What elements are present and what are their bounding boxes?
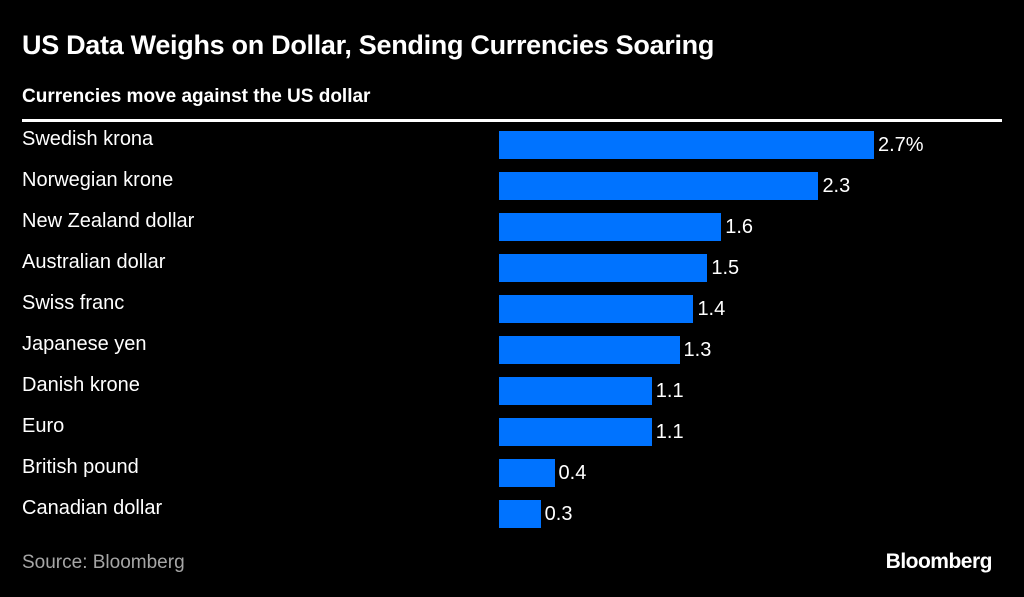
data-label: 1.3 — [683, 339, 712, 361]
category-label: Euro — [22, 415, 65, 437]
data-label: 0.4 — [558, 462, 587, 484]
data-label: 1.1 — [655, 421, 684, 443]
category-label: British pound — [22, 456, 139, 478]
bar — [499, 336, 680, 364]
data-label: 1.1 — [655, 380, 684, 402]
data-label: 2.3 — [822, 175, 851, 197]
category-label: Swedish krona — [22, 128, 154, 150]
bar — [499, 172, 819, 200]
header-divider — [22, 119, 1002, 122]
chart-subtitle: Currencies move against the US dollar — [22, 86, 371, 107]
chart-title: US Data Weighs on Dollar, Sending Curren… — [22, 30, 715, 60]
bar — [499, 377, 652, 405]
category-label: New Zealand dollar — [22, 210, 195, 232]
data-label: 0.3 — [544, 503, 573, 525]
data-label: 2.7% — [878, 134, 924, 156]
category-label: Canadian dollar — [22, 497, 163, 519]
data-label: 1.4 — [697, 298, 726, 320]
bar — [499, 254, 708, 282]
bloomberg-logo: Bloomberg — [885, 550, 993, 573]
category-label: Danish krone — [22, 374, 140, 396]
source-note: Source: Bloomberg — [22, 552, 185, 573]
category-label: Norwegian krone — [22, 169, 174, 191]
bar — [499, 459, 555, 487]
data-label: 1.6 — [725, 216, 754, 238]
bar — [499, 500, 541, 528]
bar — [499, 295, 694, 323]
category-label: Swiss franc — [22, 292, 125, 314]
category-label: Australian dollar — [22, 251, 166, 273]
category-label: Japanese yen — [22, 333, 147, 355]
data-label: 1.5 — [711, 257, 740, 279]
bar — [499, 213, 722, 241]
bar — [499, 131, 874, 159]
bar — [499, 418, 652, 446]
